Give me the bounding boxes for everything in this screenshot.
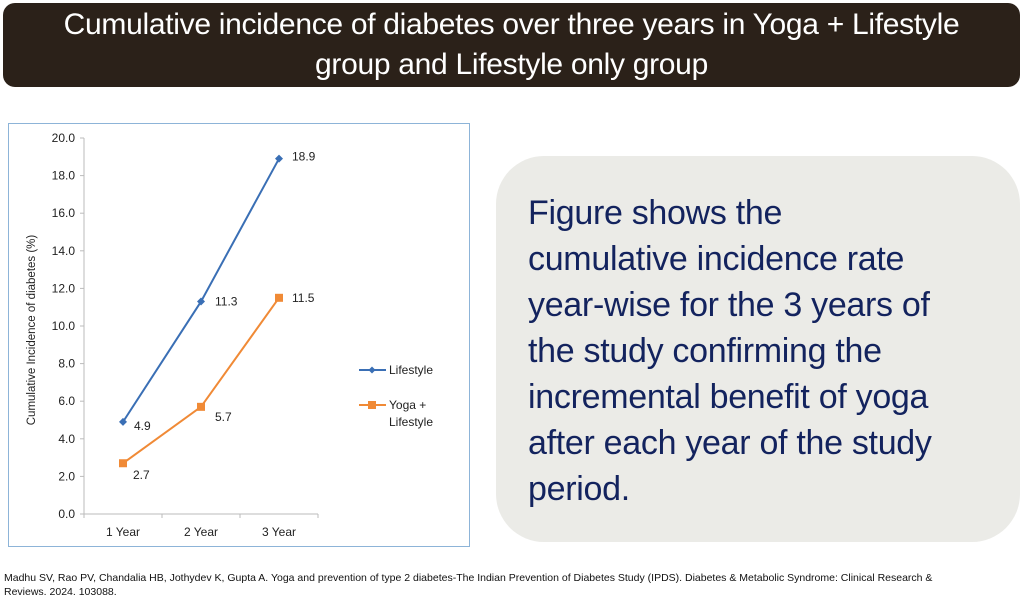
chart-frame <box>8 123 470 547</box>
data-label: 4.9 <box>134 419 151 433</box>
callout-box: Figure shows the cumulative incidence ra… <box>496 156 1020 542</box>
y-tick-label: 18.0 <box>52 169 76 183</box>
y-tick-label: 14.0 <box>52 244 76 258</box>
y-tick-label: 0.0 <box>58 507 75 521</box>
y-axis-label: Cumulative Incidence of diabetes (%) <box>26 235 38 426</box>
y-tick-label: 2.0 <box>58 469 75 483</box>
callout-text: Figure shows the cumulative incidence ra… <box>528 190 932 512</box>
data-point-square <box>119 459 127 468</box>
y-tick-label: 12.0 <box>52 281 76 295</box>
data-label: 11.3 <box>215 295 238 309</box>
legend-label: Lifestyle <box>389 415 433 429</box>
y-tick-label: 20.0 <box>52 131 76 145</box>
x-tick-label: 1 Year <box>106 525 140 539</box>
x-tick-label: 2 Year <box>184 525 218 539</box>
data-label: 11.5 <box>292 291 315 305</box>
data-point-diamond <box>197 297 205 306</box>
title-banner: Cumulative incidence of diabetes over th… <box>3 3 1020 87</box>
y-tick-label: 10.0 <box>52 319 76 333</box>
y-tick-label: 16.0 <box>52 206 76 220</box>
callout-line: the study confirming the <box>528 332 882 370</box>
citation: Madhu SV, Rao PV, Chandalia HB, Jothydev… <box>4 571 1022 599</box>
data-label: 5.7 <box>215 410 232 424</box>
line-chart: 0.0 2.0 4.0 6.0 8.0 10.0 12.0 14.0 16.0 18.0 20.0 1… <box>26 131 433 539</box>
data-point-diamond <box>119 417 127 426</box>
citation-line-2: Reviews. 2024. 103088. <box>4 586 117 598</box>
callout-line: year-wise for the 3 years of <box>528 286 930 324</box>
slide-title: Cumulative incidence of diabetes over th… <box>63 8 960 81</box>
data-point-diamond <box>275 154 283 163</box>
series-line-1 <box>122 297 280 465</box>
citation-line-1: Madhu SV, Rao PV, Chandalia HB, Jothydev… <box>4 572 933 584</box>
x-tick-label: 3 Year <box>262 525 296 539</box>
legend-label: Yoga + <box>389 398 426 412</box>
callout-line: incremental benefit of yoga <box>528 378 929 416</box>
legend-label: Lifestyle <box>389 363 433 377</box>
callout-line: cumulative incidence rate <box>528 240 905 278</box>
callout-line: period. <box>528 470 630 508</box>
data-label: 2.7 <box>133 468 150 482</box>
y-tick-label: 4.0 <box>58 432 75 446</box>
data-label: 18.9 <box>292 150 316 164</box>
y-tick-label: 6.0 <box>58 394 75 408</box>
data-point-square <box>275 293 283 302</box>
data-point-square <box>197 402 205 411</box>
callout-line: Figure shows the <box>528 194 783 232</box>
series-line-0 <box>122 158 280 423</box>
legend-diamond-icon <box>368 366 376 374</box>
legend-square-icon <box>368 401 376 409</box>
y-tick-label: 8.0 <box>58 357 75 371</box>
callout-line: after each year of the study <box>528 424 932 462</box>
